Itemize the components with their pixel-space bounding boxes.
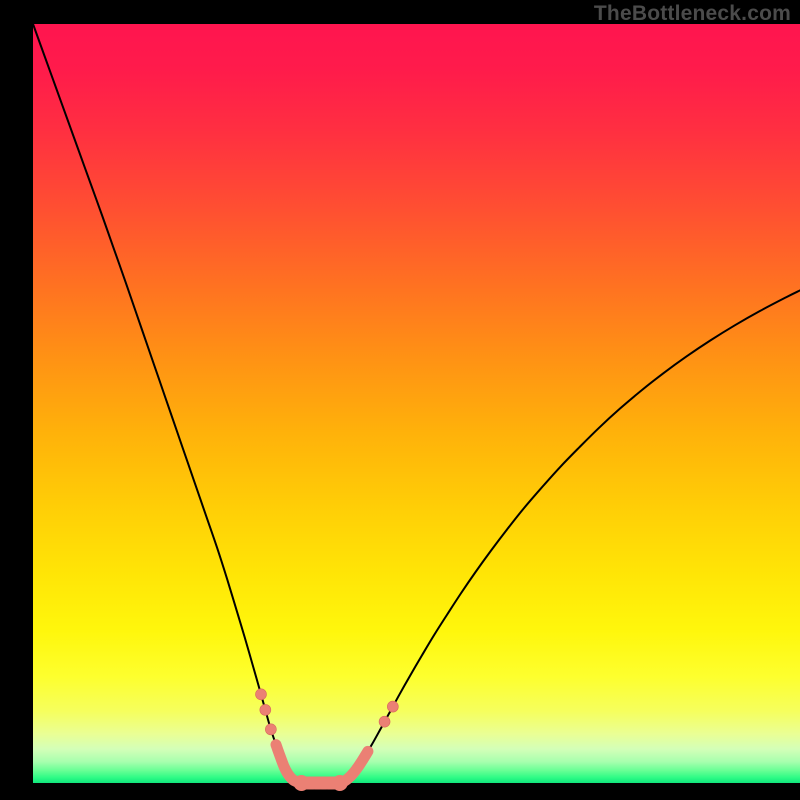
- curve-right: [340, 290, 800, 783]
- marker-worm-end: [332, 775, 348, 791]
- marker-worm-end: [293, 775, 309, 791]
- marker-dot: [260, 704, 271, 715]
- marker-dot: [255, 689, 266, 700]
- watermark-text: TheBottleneck.com: [594, 2, 791, 26]
- curve-overlay: [0, 0, 800, 800]
- marker-dot: [379, 716, 390, 727]
- curve-left: [33, 24, 301, 783]
- marker-dot: [265, 724, 276, 735]
- marker-dot: [387, 701, 398, 712]
